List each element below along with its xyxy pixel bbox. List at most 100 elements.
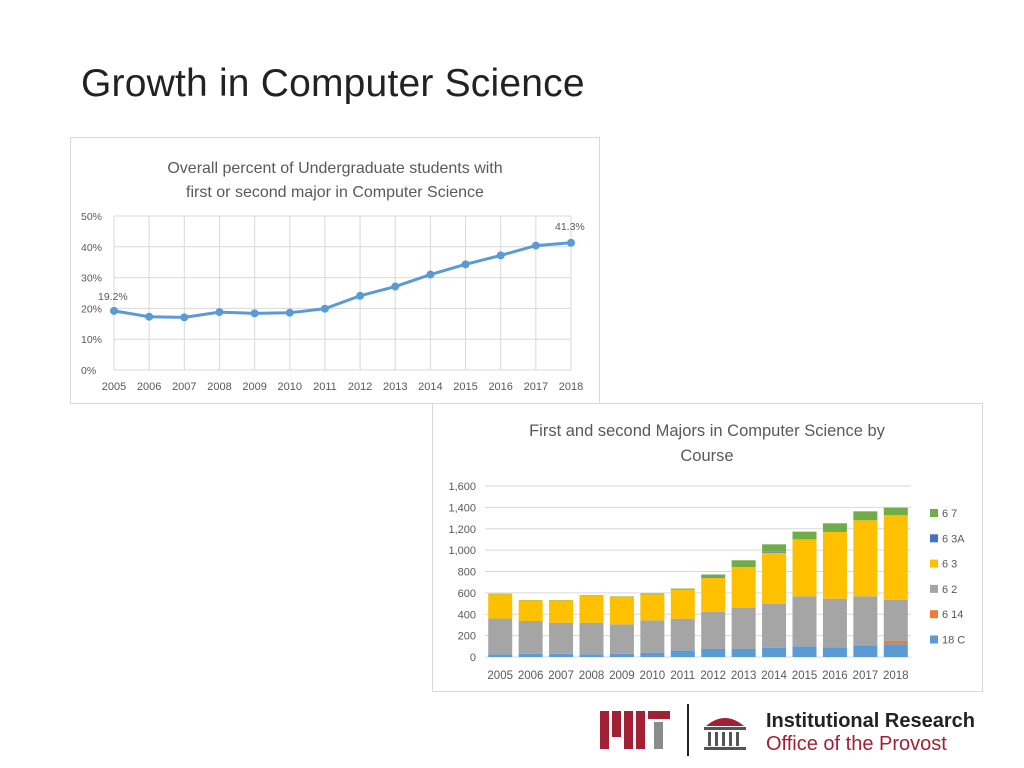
chart-title: Overall percent of Undergraduate student… [167, 160, 502, 177]
y-tick-label: 0 [470, 652, 476, 664]
bar-segment-63A [762, 551, 787, 553]
mit-ir-logo: Institutional Research Office of the Pro… [598, 702, 978, 758]
bar-segment-67 [792, 531, 817, 540]
bar-segment-63 [640, 594, 665, 621]
bar-segment-63A [701, 576, 726, 578]
bar-segment-63 [701, 577, 726, 612]
mit-logo-icon [600, 711, 670, 749]
bar-segment-63 [853, 520, 878, 597]
bar-segment-18C [883, 644, 908, 657]
bar-segment-62 [518, 620, 543, 654]
y-tick-label: 1,400 [448, 502, 476, 514]
x-tick-label: 2015 [453, 381, 477, 393]
x-tick-label: 2009 [242, 381, 266, 393]
data-point [145, 312, 154, 321]
y-tick-label: 20% [81, 303, 102, 315]
x-tick-label: 2014 [418, 381, 442, 393]
x-tick-label: 2005 [102, 381, 126, 393]
bar-segment-18C [762, 647, 787, 657]
data-point [250, 309, 259, 318]
x-tick-label: 2014 [761, 670, 787, 682]
x-tick-label: 2005 [487, 670, 513, 682]
x-tick-label: 2010 [640, 670, 666, 682]
bar-segment-18C [609, 653, 634, 657]
y-tick-label: 600 [458, 588, 476, 600]
data-point [391, 282, 400, 291]
data-point [180, 313, 189, 322]
majors-stacked-bar-chart: First and second Majors in Computer Scie… [432, 403, 983, 692]
x-tick-label: 2007 [548, 670, 574, 682]
x-tick-label: 2012 [700, 670, 726, 682]
data-point [285, 308, 294, 317]
bar-segment-63 [762, 552, 787, 604]
bar-segment-63 [488, 594, 513, 619]
line-chart-svg: Overall percent of Undergraduate student… [81, 160, 585, 393]
bar-segment-62 [670, 618, 695, 651]
data-point [356, 291, 365, 300]
bar-segment-67 [670, 588, 695, 590]
x-tick-label: 2013 [383, 381, 407, 393]
bar-segment-18C [640, 652, 665, 657]
legend-swatch [930, 635, 938, 644]
bar-segment-18C [488, 654, 513, 657]
bar-segment-63 [609, 596, 634, 625]
x-tick-label: 2013 [731, 670, 757, 682]
x-tick-label: 2016 [822, 670, 848, 682]
legend-label: 6 7 [942, 508, 957, 520]
bar-segment-62 [609, 624, 634, 654]
legend-swatch [930, 509, 938, 517]
percent-line-chart: Overall percent of Undergraduate student… [70, 137, 600, 404]
x-tick-label: 2015 [792, 670, 818, 682]
logo-line1: Institutional Research [766, 710, 975, 732]
x-tick-label: 2010 [278, 381, 302, 393]
chart-title: first or second major in Computer Scienc… [186, 184, 484, 201]
bar-segment-614 [883, 640, 908, 645]
bar-segment-18C [670, 650, 695, 657]
bar-segment-63 [549, 600, 574, 623]
x-tick-label: 2006 [518, 670, 544, 682]
y-tick-label: 0% [81, 365, 96, 377]
legend-swatch [930, 559, 938, 568]
bar-segment-62 [701, 611, 726, 649]
bar-segment-18C [853, 645, 878, 657]
legend-label: 6 14 [942, 609, 963, 621]
y-tick-label: 800 [458, 567, 476, 579]
x-tick-label: 2018 [883, 670, 909, 682]
bar-segment-18C [822, 647, 847, 657]
bar-segment-62 [853, 596, 878, 646]
y-tick-label: 1,600 [448, 481, 476, 493]
bar-segment-62 [549, 622, 574, 654]
y-tick-label: 30% [81, 273, 102, 285]
bar-segment-62 [822, 598, 847, 648]
bar-segment-67 [701, 574, 726, 577]
x-tick-label: 2008 [579, 670, 605, 682]
bar-segment-18C [792, 646, 817, 657]
bar-segment-63 [731, 567, 756, 608]
x-tick-label: 2007 [172, 381, 196, 393]
bar-segment-67 [822, 523, 847, 532]
data-point [496, 251, 505, 260]
bar-segment-67 [762, 544, 787, 552]
bar-segment-62 [883, 599, 908, 641]
x-tick-label: 2011 [670, 670, 695, 682]
bar-segment-63 [579, 595, 604, 623]
x-tick-label: 2008 [207, 381, 231, 393]
data-point [461, 260, 470, 269]
y-tick-label: 10% [81, 334, 102, 346]
legend-swatch [930, 534, 938, 543]
bar-segment-67 [853, 511, 878, 521]
x-tick-label: 2012 [348, 381, 372, 393]
y-tick-label: 1,200 [448, 524, 476, 536]
legend-label: 6 3 [942, 559, 957, 571]
slide-title: Growth in Computer Science [81, 62, 585, 105]
data-point [110, 306, 118, 315]
bar-segment-18C [701, 648, 726, 657]
bar-segment-62 [488, 618, 513, 655]
logo-line2: Office of the Provost [766, 733, 947, 755]
bar-segment-62 [640, 620, 665, 653]
legend-swatch [930, 584, 938, 593]
bar-chart-svg: First and second Majors in Computer Scie… [448, 422, 965, 682]
bar-segment-62 [792, 596, 817, 647]
data-label-first: 19.2% [98, 291, 128, 303]
x-tick-label: 2016 [488, 381, 512, 393]
